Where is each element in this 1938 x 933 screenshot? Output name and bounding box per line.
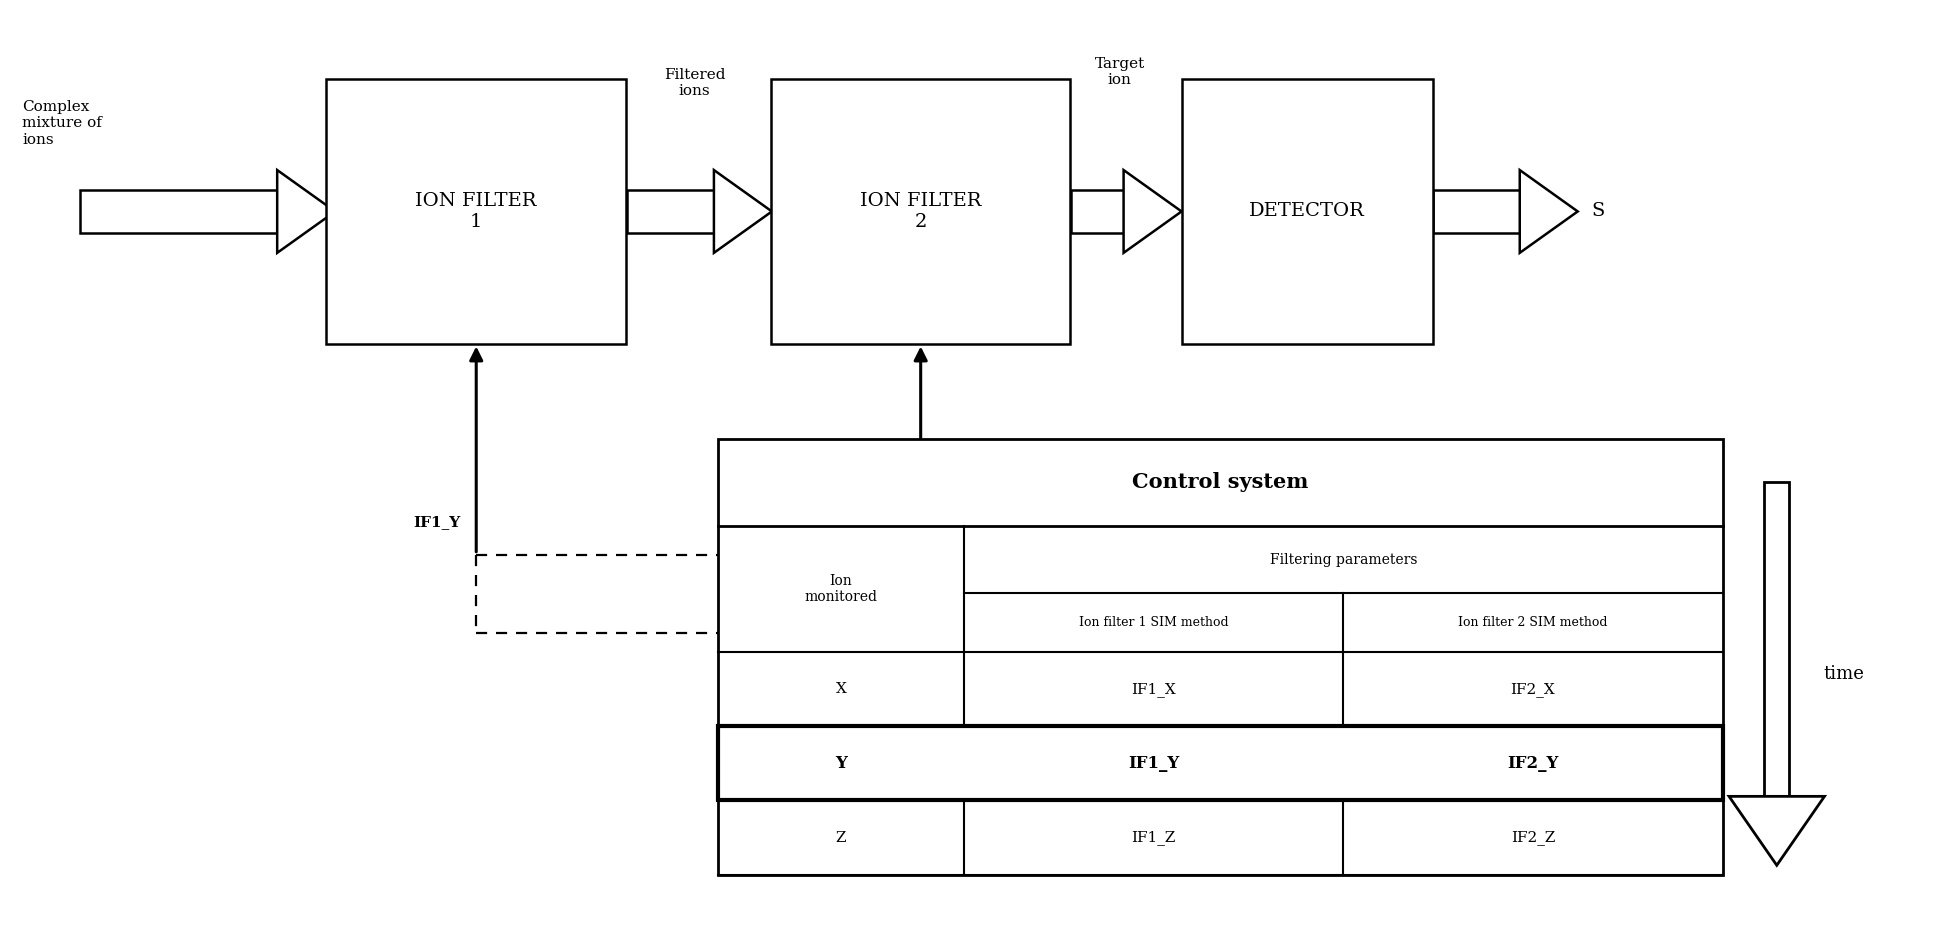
Text: DETECTOR: DETECTOR [1250, 202, 1364, 220]
Text: Ion
monitored: Ion monitored [804, 574, 878, 605]
Text: Control system: Control system [1132, 472, 1308, 493]
Polygon shape [79, 189, 277, 233]
Polygon shape [1519, 170, 1578, 253]
FancyBboxPatch shape [326, 79, 626, 343]
FancyBboxPatch shape [1182, 79, 1432, 343]
Text: Z: Z [835, 830, 847, 844]
Text: IF1_Y: IF1_Y [1128, 755, 1178, 772]
Text: Ion filter 1 SIM method: Ion filter 1 SIM method [1079, 617, 1229, 630]
Polygon shape [628, 189, 713, 233]
FancyBboxPatch shape [717, 439, 1723, 874]
Text: X: X [835, 682, 847, 696]
Text: time: time [1824, 665, 1864, 683]
Polygon shape [713, 170, 771, 253]
Text: Filtering parameters: Filtering parameters [1269, 552, 1417, 566]
Text: IF2_Y: IF2_Y [1508, 755, 1558, 772]
Text: Complex
mixture of
ions: Complex mixture of ions [21, 100, 103, 146]
Text: IF1_X: IF1_X [1132, 682, 1176, 697]
Text: ION FILTER
1: ION FILTER 1 [415, 192, 537, 230]
Polygon shape [1072, 189, 1124, 233]
FancyBboxPatch shape [771, 79, 1070, 343]
Polygon shape [1432, 189, 1519, 233]
Polygon shape [1764, 482, 1789, 797]
Text: Ion filter 2 SIM method: Ion filter 2 SIM method [1457, 617, 1609, 630]
Polygon shape [1124, 170, 1182, 253]
Text: IF1_Y: IF1_Y [413, 515, 461, 529]
Text: S: S [1591, 202, 1605, 220]
Text: ION FILTER
2: ION FILTER 2 [860, 192, 981, 230]
Text: Y: Y [835, 755, 847, 772]
Text: Target
ion: Target ion [1095, 57, 1145, 87]
Polygon shape [1729, 797, 1824, 865]
Text: IF2_X: IF2_X [1510, 682, 1556, 697]
Text: IF2_Y: IF2_Y [859, 515, 905, 529]
Text: Filtered
ions: Filtered ions [665, 68, 725, 98]
Text: IF1_Z: IF1_Z [1132, 830, 1176, 845]
FancyBboxPatch shape [717, 727, 1723, 801]
Polygon shape [277, 170, 335, 253]
Text: IF2_Z: IF2_Z [1512, 830, 1554, 845]
